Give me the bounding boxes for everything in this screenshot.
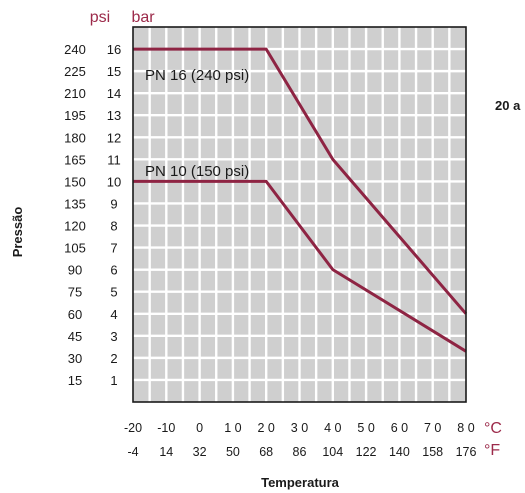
x-axis-title: Temperatura bbox=[261, 475, 340, 490]
series-line-pn10 bbox=[133, 179, 467, 353]
y-tick-psi: 225 bbox=[64, 64, 86, 79]
y-tick-psi: 120 bbox=[64, 219, 86, 234]
fahrenheit-unit-label: °F bbox=[484, 442, 500, 459]
y-tick-psi: 45 bbox=[68, 329, 82, 344]
x-tick-fahrenheit: 32 bbox=[193, 445, 207, 459]
y-tick-bar: 14 bbox=[107, 86, 121, 101]
y-tick-bar: 16 bbox=[107, 42, 121, 57]
x-tick-celsius: 5 0 bbox=[357, 421, 374, 435]
tick-labels: 1152303454605756907105812091351015011165… bbox=[64, 42, 476, 459]
y-tick-bar: 6 bbox=[110, 263, 117, 278]
x-tick-celsius: 2 0 bbox=[258, 421, 275, 435]
y-tick-bar: 15 bbox=[107, 64, 121, 79]
x-tick-fahrenheit: 50 bbox=[226, 445, 240, 459]
x-tick-celsius: 3 0 bbox=[291, 421, 308, 435]
x-tick-celsius: 7 0 bbox=[424, 421, 441, 435]
y-tick-psi: 135 bbox=[64, 196, 86, 211]
y-tick-psi: 195 bbox=[64, 108, 86, 123]
y-tick-psi: 90 bbox=[68, 263, 82, 278]
y-tick-bar: 11 bbox=[107, 152, 121, 167]
y-tick-bar: 12 bbox=[107, 130, 121, 145]
x-tick-celsius: -20 bbox=[124, 421, 142, 435]
celsius-unit-label: °C bbox=[484, 420, 502, 437]
y-tick-bar: 9 bbox=[110, 196, 117, 211]
x-tick-fahrenheit: 86 bbox=[293, 445, 307, 459]
y-tick-psi: 240 bbox=[64, 42, 86, 57]
y-tick-bar: 3 bbox=[110, 329, 117, 344]
psi-unit-label: psi bbox=[90, 9, 110, 26]
y-tick-bar: 4 bbox=[110, 307, 117, 322]
plot-frame bbox=[132, 26, 467, 403]
y-tick-bar: 1 bbox=[110, 373, 117, 388]
x-tick-fahrenheit: 68 bbox=[259, 445, 273, 459]
y-tick-psi: 60 bbox=[68, 307, 82, 322]
x-tick-fahrenheit: 176 bbox=[456, 445, 477, 459]
x-tick-fahrenheit: -4 bbox=[127, 445, 138, 459]
y-tick-bar: 10 bbox=[107, 174, 121, 189]
x-tick-celsius: 4 0 bbox=[324, 421, 341, 435]
grid bbox=[133, 27, 466, 402]
y-tick-psi: 210 bbox=[64, 86, 86, 101]
x-tick-celsius: 8 0 bbox=[457, 421, 474, 435]
x-tick-fahrenheit: 122 bbox=[356, 445, 377, 459]
x-tick-celsius: 0 bbox=[196, 421, 203, 435]
y-tick-bar: 13 bbox=[107, 108, 121, 123]
y-tick-psi: 150 bbox=[64, 174, 86, 189]
bar-unit-label: bar bbox=[131, 9, 155, 26]
y-tick-psi: 30 bbox=[68, 351, 82, 366]
x-tick-celsius: 6 0 bbox=[391, 421, 408, 435]
y-tick-bar: 2 bbox=[110, 351, 117, 366]
y-tick-psi: 75 bbox=[68, 285, 82, 300]
y-tick-psi: 15 bbox=[68, 373, 82, 388]
series-label-pn16: PN 16 (240 psi) bbox=[145, 67, 249, 84]
series-lines bbox=[133, 47, 468, 353]
x-tick-celsius: 1 0 bbox=[224, 421, 241, 435]
x-tick-fahrenheit: 104 bbox=[322, 445, 343, 459]
side-note-text: 20 a bbox=[495, 98, 521, 113]
series-line-pn16 bbox=[133, 47, 468, 315]
y-axis-title: Pressão bbox=[10, 207, 25, 258]
y-tick-bar: 5 bbox=[110, 285, 117, 300]
plot-border bbox=[132, 26, 467, 403]
y-tick-psi: 165 bbox=[64, 152, 86, 167]
x-tick-celsius: -10 bbox=[157, 421, 175, 435]
y-tick-bar: 7 bbox=[110, 241, 117, 256]
x-tick-fahrenheit: 158 bbox=[422, 445, 443, 459]
x-tick-fahrenheit: 14 bbox=[159, 445, 173, 459]
y-tick-psi: 105 bbox=[64, 241, 86, 256]
y-tick-psi: 180 bbox=[64, 130, 86, 145]
x-tick-fahrenheit: 140 bbox=[389, 445, 410, 459]
y-tick-bar: 8 bbox=[110, 219, 117, 234]
series-label-pn10: PN 10 (150 psi) bbox=[145, 163, 249, 180]
